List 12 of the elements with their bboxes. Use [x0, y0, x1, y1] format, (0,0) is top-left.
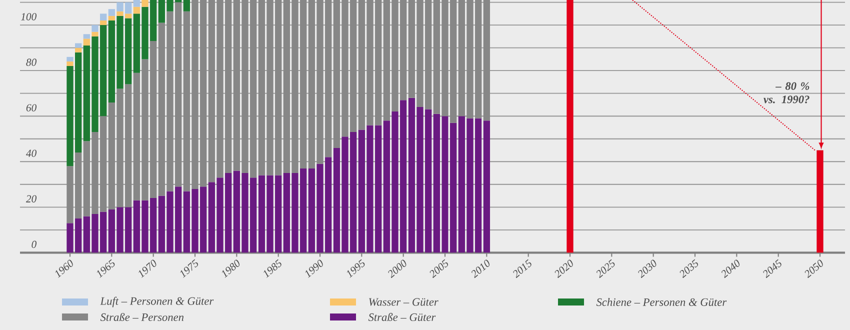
legend-label: Luft – Personen & Güter: [100, 296, 214, 308]
y-tick-label: 40: [26, 150, 36, 157]
legend-label: Schiene – Personen & Güter: [596, 298, 727, 306]
legend-label: Wasser – Güter: [369, 298, 438, 306]
y-tick-label: 0: [32, 240, 36, 248]
y-tick-label: 100: [21, 13, 36, 20]
y-tick-label: 60: [26, 104, 36, 112]
legend-label: Straße – Personen: [100, 312, 184, 322]
y-tick-label: 80: [26, 58, 36, 66]
annotation: – 80 % vs. 1990?: [764, 82, 810, 104]
legend-label: Straße – Güter: [368, 312, 436, 322]
y-tick-label: 20: [26, 195, 36, 202]
